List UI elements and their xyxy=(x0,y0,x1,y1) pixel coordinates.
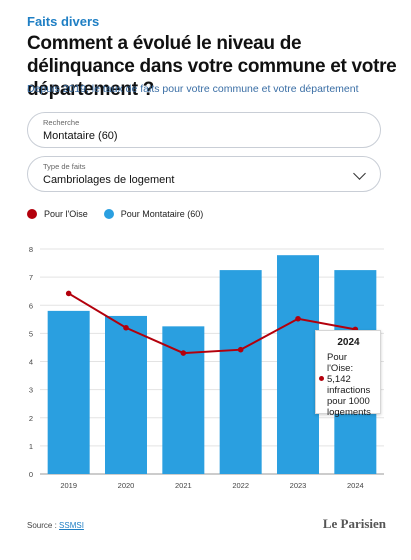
legend-item-montataire[interactable]: Pour Montataire (60) xyxy=(103,209,204,219)
bar-montataire xyxy=(162,326,205,474)
chart-legend: Pour l'Oise Pour Montataire (60) xyxy=(27,209,219,219)
type-select-label: Type de faits xyxy=(43,162,86,171)
x-tick-label: 2020 xyxy=(118,481,135,490)
tooltip-line-1: Pour l'Oise: xyxy=(327,352,354,374)
point-oise xyxy=(180,350,187,356)
x-tick-label: 2023 xyxy=(290,481,307,490)
x-tick-label: 2021 xyxy=(175,481,192,490)
page-title: Comment a évolué le niveau de délinquanc… xyxy=(27,33,397,100)
legend-label-oise: Pour l'Oise xyxy=(44,209,88,219)
y-tick-label: 1 xyxy=(29,442,33,451)
search-input-value[interactable]: Montataire (60) xyxy=(43,130,118,142)
page-subtitle: Depuis 2019, le taux de faits pour votre… xyxy=(27,83,359,95)
tooltip-marker-dot xyxy=(319,376,324,381)
source-link[interactable]: SSMSI xyxy=(59,521,84,530)
type-select[interactable]: Type de faits Cambriolages de logement xyxy=(27,156,381,192)
y-tick-label: 2 xyxy=(29,414,33,423)
line-oise xyxy=(68,292,356,355)
bar-montataire xyxy=(47,310,90,474)
legend-item-oise[interactable]: Pour l'Oise xyxy=(27,209,88,219)
type-select-value: Cambriolages de logement xyxy=(43,174,175,186)
tooltip-line-4: pour 1000 xyxy=(327,396,370,407)
legend-label-montataire: Pour Montataire (60) xyxy=(120,209,204,219)
y-tick-label: 6 xyxy=(29,301,33,310)
bar-montataire xyxy=(277,255,319,474)
x-tick-label: 2024 xyxy=(347,481,364,490)
tooltip-line-2: 5,142 xyxy=(327,374,351,385)
point-oise xyxy=(123,324,129,331)
source-prefix: Source : xyxy=(27,521,60,530)
source-note: Source : SSMSI xyxy=(27,521,84,530)
x-tick-label: 2019 xyxy=(60,481,77,490)
y-tick-label: 8 xyxy=(29,245,33,254)
tooltip-line-3: infractions xyxy=(327,385,371,396)
chevron-down-icon[interactable] xyxy=(353,167,366,180)
point-oise xyxy=(295,315,301,322)
tooltip-line-5: logements xyxy=(327,407,371,418)
y-tick-label: 7 xyxy=(29,273,33,282)
legend-dot-montataire xyxy=(103,209,114,219)
chart-tooltip: 2024 Pour l'Oise: 5,142 infractions pour… xyxy=(315,330,381,418)
y-tick-label: 3 xyxy=(29,386,33,395)
legend-dot-oise xyxy=(27,209,37,219)
x-tick-label: 2022 xyxy=(232,481,249,490)
bar-montataire xyxy=(105,315,147,474)
search-input[interactable]: Recherche Montataire (60) xyxy=(27,112,381,148)
section-kicker: Faits divers xyxy=(27,14,100,29)
bar-montataire xyxy=(219,270,262,474)
point-oise xyxy=(65,290,72,297)
brand-logo: Le Parisien xyxy=(322,516,386,531)
tooltip-year: 2024 xyxy=(337,337,360,348)
point-oise xyxy=(237,346,244,353)
y-tick-label: 4 xyxy=(29,358,33,367)
y-tick-label: 5 xyxy=(29,329,33,338)
search-input-label: Recherche xyxy=(43,118,80,127)
y-tick-label: 0 xyxy=(29,470,33,479)
